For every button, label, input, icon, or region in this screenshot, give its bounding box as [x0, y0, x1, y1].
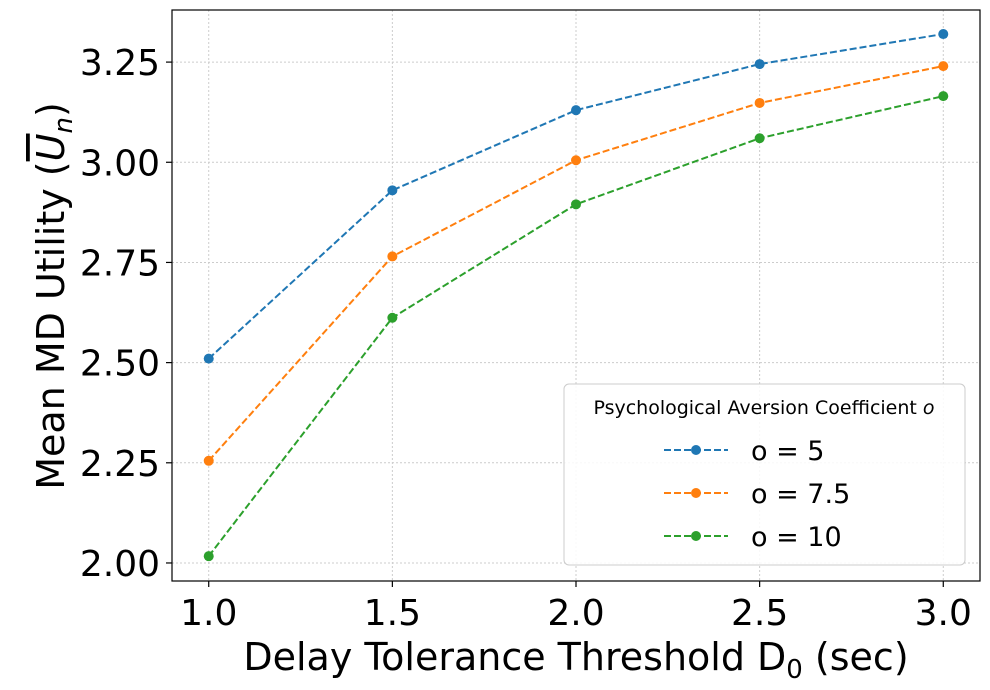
data-point	[387, 185, 398, 196]
legend-box	[563, 383, 966, 566]
data-point	[571, 155, 581, 166]
series-1	[203, 61, 949, 466]
y-tick-label: 2.75	[80, 243, 160, 284]
legend-entry: o = 7.5	[664, 479, 850, 510]
data-point	[203, 551, 214, 562]
x-tick-label: 3.0	[915, 593, 972, 634]
y-tick-label: 2.00	[80, 544, 160, 585]
data-point	[387, 251, 398, 262]
y-tick-label: 3.00	[80, 143, 160, 184]
data-point	[387, 312, 398, 323]
x-axis-ticks: 1.0 1.5 2.0 2.5 3.0	[180, 581, 972, 634]
series-line	[208, 33, 944, 360]
legend-entry: o = 10	[664, 522, 842, 553]
data-point	[754, 133, 765, 144]
legend-title-var: o	[923, 397, 935, 419]
data-point	[571, 105, 581, 116]
legend-swatch-marker	[691, 488, 701, 498]
legend-label: o = 7.5	[751, 479, 850, 510]
x-tick-label: 1.5	[364, 593, 421, 634]
data-point	[938, 29, 949, 40]
legend-entries: o = 5 o = 7.5 o = 10	[664, 436, 850, 553]
legend: Psychological Aversion Coefficient o o =…	[563, 383, 966, 566]
x-axis-label-suffix: (sec)	[803, 635, 909, 679]
data-point	[938, 91, 949, 102]
x-axis-label-sub: 0	[786, 655, 803, 685]
x-tick-label: 2.5	[731, 593, 788, 634]
legend-label: o = 5	[751, 436, 825, 467]
legend-entry: o = 5	[664, 436, 825, 467]
legend-label: o = 10	[751, 522, 842, 553]
series-0	[203, 29, 949, 364]
data-point	[571, 199, 581, 210]
y-axis-ticks: 2.00 2.25 2.50 2.75 3.00 3.25	[80, 43, 172, 585]
legend-swatch-marker	[691, 531, 701, 541]
y-tick-label: 3.25	[80, 43, 160, 84]
x-axis-label: Delay Tolerance Threshold D0 (sec)	[243, 635, 908, 685]
data-point	[754, 97, 765, 108]
y-axis-label-sub: n	[49, 117, 79, 133]
x-tick-label: 1.0	[180, 593, 237, 634]
legend-title: Psychological Aversion Coefficient o	[593, 397, 934, 419]
data-point	[203, 353, 214, 364]
data-point	[754, 59, 765, 70]
y-tick-label: 2.25	[80, 444, 160, 485]
y-axis-label-var: U	[29, 133, 73, 161]
legend-swatch-marker	[691, 445, 701, 455]
y-tick-label: 2.50	[80, 344, 160, 385]
data-point	[938, 61, 949, 72]
series-layer	[203, 29, 949, 562]
data-point	[203, 455, 214, 466]
y-axis-label: Mean MD Utility (Un)	[29, 102, 79, 490]
x-tick-label: 2.0	[547, 593, 604, 634]
series-2	[203, 91, 949, 562]
y-axis-label-suffix: )	[29, 102, 73, 117]
